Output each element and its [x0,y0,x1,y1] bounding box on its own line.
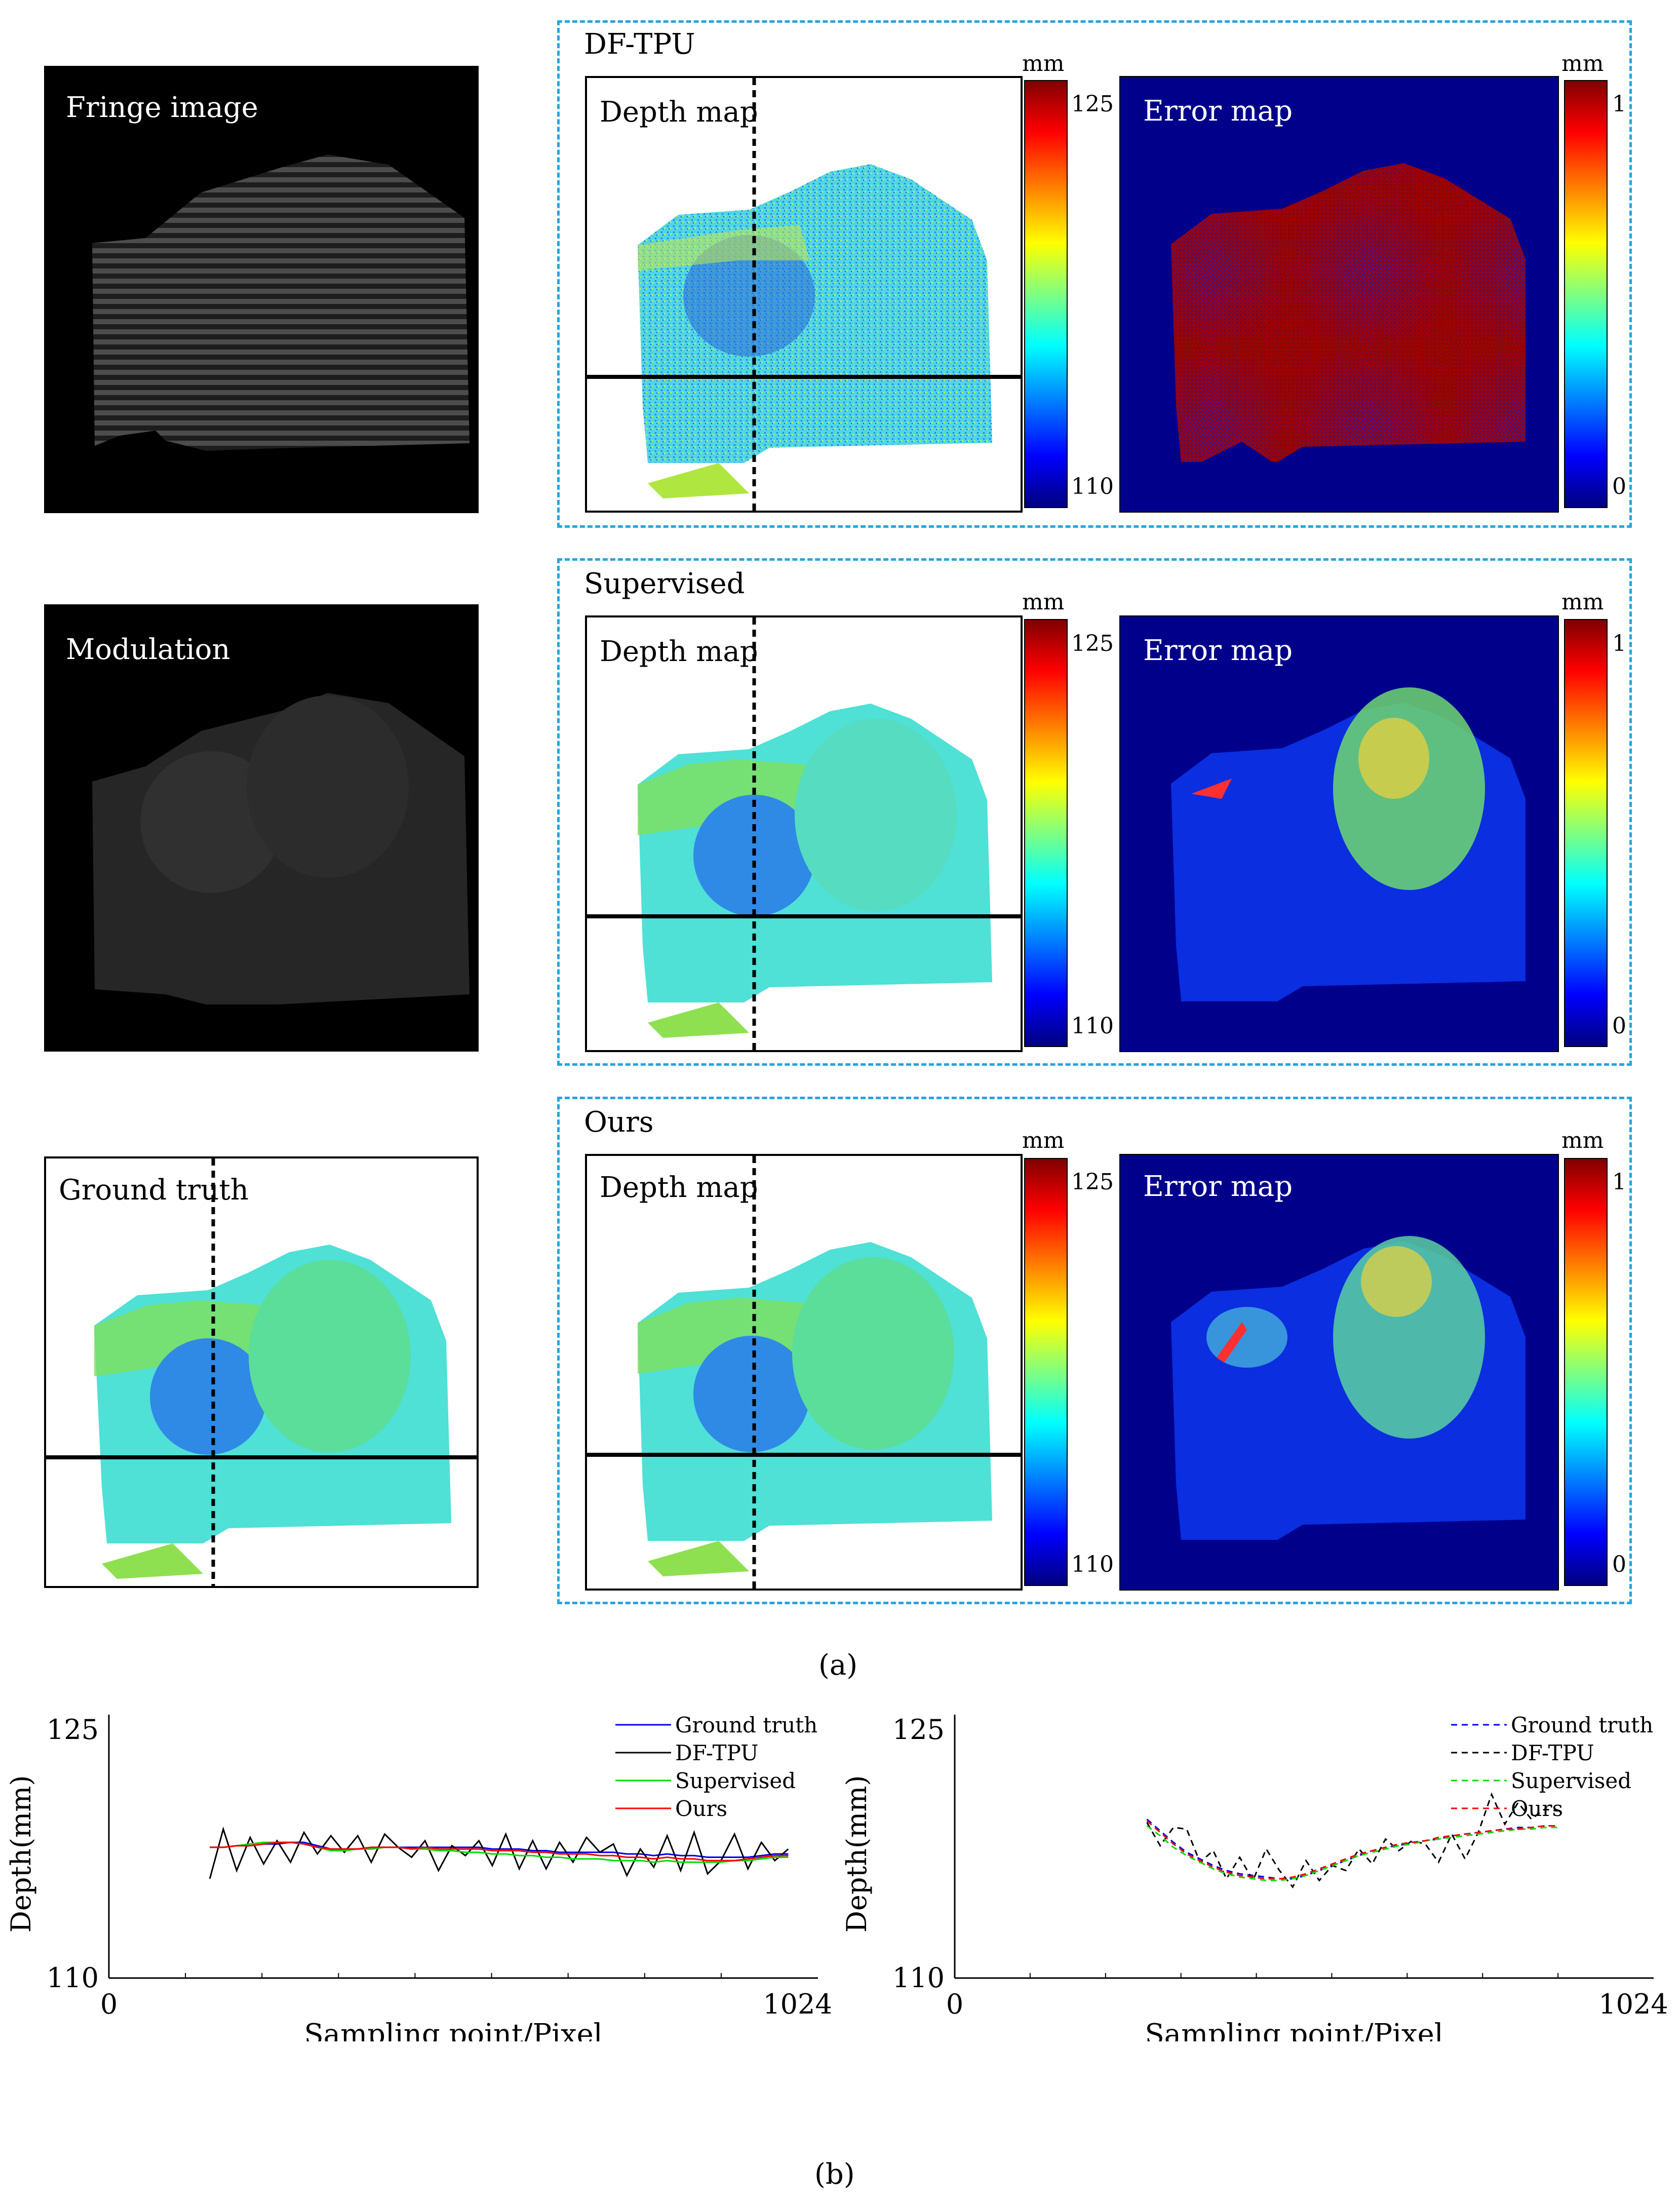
dftpu-group [557,20,1632,528]
supervised-depth-colorbar [1024,619,1068,1047]
ours-error-graphic [1171,1236,1526,1540]
dftpu-error-map: Error map [1119,76,1559,513]
supervised-error-graphic [1171,687,1526,1001]
ours-depth-cb-min: 110 [1071,1552,1114,1577]
right-chart-series-supervised [1146,1825,1558,1881]
right-chart-legend-label-supervised: Supervised [1511,1768,1631,1793]
ours-error-colorbar [1564,1158,1608,1586]
left-chart-x-tick-max: 1024 [763,1988,831,2020]
caption-a: (a) [818,1649,858,1682]
ours-error-cb-max: 1 [1612,1169,1626,1195]
right-chart-y-tick-max: 125 [892,1714,945,1746]
ours-group-title: Ours [584,1106,654,1139]
supervised-depth-graphic [587,617,1021,1050]
supervised-depth-cb-unit: mm [1022,589,1065,615]
supervised-error-cb-min: 0 [1612,1013,1626,1039]
ground-truth-label: Ground truth [59,1174,249,1207]
right-chart-x-tick-max: 1024 [1598,1988,1668,2020]
dftpu-depth-cb-min: 110 [1071,474,1114,499]
ours-depth-cb-unit: mm [1022,1128,1065,1153]
right-chart-legend-label-ours: Ours [1511,1796,1563,1821]
modulation-image: Modulation [44,604,479,1052]
supervised-depth-cb-max: 125 [1071,631,1114,656]
left-chart-series-df-tpu [209,1826,789,1879]
supervised-depth-cb-min: 110 [1071,1013,1114,1039]
dftpu-depth-map: Depth map [585,76,1023,513]
supervised-error-colorbar [1564,619,1608,1047]
dftpu-error-colorbar [1564,80,1608,508]
right-chart-x-label: Sampling point/Pixel [1145,2018,1443,2041]
left-chart-y-label: Depth(mm) [5,1775,37,1933]
right-chart-legend-label-ground-truth: Ground truth [1511,1713,1653,1737]
left-chart-x-label: Sampling point/Pixel [304,2018,602,2041]
left-chart-y-tick-min: 110 [47,1962,99,1994]
left-chart-series-ours [210,1841,789,1862]
right-chart-legend-label-df-tpu: DF-TPU [1511,1740,1594,1765]
supervised-error-map: Error map [1119,615,1559,1052]
left-chart-legend-label-ours: Ours [675,1796,727,1821]
ours-error-cb-min: 0 [1612,1552,1626,1577]
dftpu-depth-colorbar [1024,80,1068,508]
dftpu-depth-graphic [587,78,1021,511]
caption-b: (b) [814,2158,855,2191]
right-chart-x-tick-min: 0 [946,1988,963,2020]
modulation-image-graphic [92,693,470,1004]
dftpu-depth-label: Depth map [600,96,758,129]
supervised-error-cb-max: 1 [1612,631,1626,656]
supervised-group [557,558,1632,1066]
modulation-image-label: Modulation [66,633,230,666]
supervised-depth-map: Depth map [585,615,1023,1052]
ours-error-cb-unit: mm [1561,1128,1604,1153]
dftpu-group-title: DF-TPU [584,28,695,61]
ground-truth-graphic [46,1158,477,1586]
dftpu-error-label: Error map [1143,95,1293,128]
ours-depth-map: Depth map [585,1154,1023,1591]
dftpu-error-graphic [1171,163,1526,482]
dftpu-error-cb-max: 1 [1612,91,1626,117]
fringe-image-label: Fringe image [66,91,258,124]
ours-error-map: Error map [1119,1154,1559,1591]
right-chart-series-ours [1146,1820,1558,1880]
supervised-depth-label: Depth map [600,635,758,668]
ground-truth-map: Ground truth [44,1156,479,1588]
supervised-error-cb-unit: mm [1561,589,1604,615]
ours-error-label: Error map [1143,1170,1293,1203]
right-chart-y-tick-min: 110 [892,1962,945,1994]
supervised-group-title: Supervised [584,567,745,600]
fringe-image-graphic [92,154,470,451]
dftpu-error-cb-min: 0 [1612,474,1626,499]
dftpu-depth-cb-unit: mm [1022,51,1065,76]
right-chart-series-ground-truth [1146,1818,1558,1880]
supervised-error-label: Error map [1143,634,1293,667]
left-chart-y-tick-max: 125 [47,1714,99,1746]
ours-depth-colorbar [1024,1158,1068,1586]
left-chart-legend-label-df-tpu: DF-TPU [675,1740,759,1765]
ours-depth-label: Depth map [600,1171,758,1204]
dftpu-error-cb-unit: mm [1561,51,1604,76]
dftpu-depth-cb-max: 125 [1071,91,1114,117]
ours-depth-graphic [587,1156,1021,1589]
ours-group [557,1097,1632,1604]
left-chart-legend-label-supervised: Supervised [675,1768,796,1793]
right-chart-y-label: Depth(mm) [841,1775,873,1933]
left-chart-legend-label-ground-truth: Ground truth [675,1713,817,1737]
ours-depth-cb-max: 125 [1071,1169,1114,1195]
left-chart-x-tick-min: 0 [100,1988,118,2020]
right-chart-series-df-tpu [1146,1792,1558,1889]
fringe-image: Fringe image [44,66,479,513]
